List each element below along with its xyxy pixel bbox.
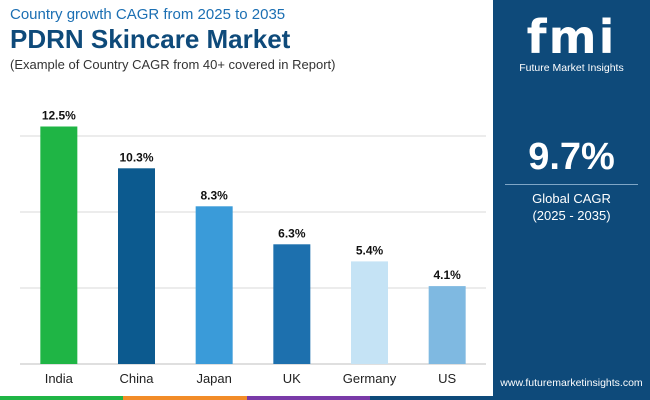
- x-tick-label: Japan: [196, 371, 231, 386]
- data-label: 8.3%: [200, 188, 228, 202]
- sidebar-panel: fmi Future Market Insights 9.7% Global C…: [493, 0, 650, 400]
- global-cagr-label: Global CAGR: [532, 191, 611, 206]
- plot-area: 12.5% India 10.3% China 8.3% Japan 6.3% UK 5.4% G…: [20, 88, 486, 386]
- divider: [505, 184, 638, 185]
- bar-chart: 12.5% India 10.3% China 8.3% Japan 6.3% UK 5.4% G…: [20, 109, 486, 386]
- chart-title: PDRN Skincare Market: [10, 24, 291, 54]
- website-link[interactable]: www.futuremarketinsights.com: [500, 377, 643, 389]
- chart-subtitle: Country growth CAGR from 2025 to 2035: [10, 6, 286, 23]
- strip-segment: [369, 396, 493, 400]
- data-label: 5.4%: [356, 243, 384, 257]
- strip-segment: [0, 396, 124, 400]
- bar-uk: [273, 244, 311, 364]
- data-label: 10.3%: [119, 150, 153, 164]
- x-tick-label: Germany: [343, 371, 397, 386]
- bar-germany: [351, 261, 388, 364]
- bar-china: [118, 168, 155, 364]
- chart-header: Country growth CAGR from 2025 to 2035 PD…: [10, 6, 480, 73]
- x-tick-label: US: [438, 371, 456, 386]
- bar-japan: [195, 206, 233, 364]
- brand-logo: fmi Future Market Insights: [493, 6, 650, 76]
- global-cagr-range: (2025 - 2035): [532, 208, 611, 223]
- data-label: 4.1%: [433, 268, 461, 282]
- x-tick-label: UK: [283, 371, 301, 386]
- global-cagr-value: 9.7%: [528, 136, 615, 178]
- chart-note: (Example of Country CAGR from 40+ covere…: [10, 57, 336, 72]
- data-label: 6.3%: [278, 226, 306, 240]
- strip-segment: [246, 396, 370, 400]
- x-tick-label: India: [45, 371, 74, 386]
- logo-text: fmi: [526, 10, 617, 64]
- x-tick-label: China: [120, 371, 155, 386]
- bottom-color-strip: [0, 396, 493, 400]
- bar-us: [428, 286, 466, 364]
- logo-subtitle: Future Market Insights: [519, 62, 624, 74]
- bar-india: [40, 126, 78, 364]
- data-label: 12.5%: [42, 109, 76, 123]
- strip-segment: [123, 396, 247, 400]
